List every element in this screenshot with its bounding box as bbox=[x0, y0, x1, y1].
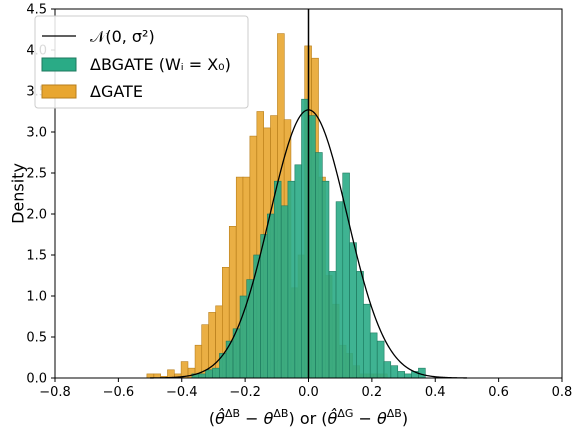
x-tick-label: −0.8 bbox=[39, 385, 71, 400]
x-tick-label: −0.6 bbox=[103, 385, 135, 400]
x-tick-label: −0.2 bbox=[229, 385, 261, 400]
y-tick-label: 3.0 bbox=[26, 126, 47, 141]
dbgate-bar bbox=[335, 201, 344, 379]
x-axis-title: (θ̂ΔB − θΔB) or (θ̂ΔG − θΔB) bbox=[209, 407, 408, 428]
dbgate-bar bbox=[315, 152, 323, 379]
dbgate-bar bbox=[253, 254, 261, 379]
legend-dbgate-swatch bbox=[41, 57, 77, 72]
dbgate-bar bbox=[356, 271, 364, 379]
dbgate-bar bbox=[294, 164, 303, 379]
dbgate-bar bbox=[205, 369, 213, 379]
dbgate-bar bbox=[390, 365, 399, 379]
dbgate-bar bbox=[321, 180, 330, 379]
dbgate-bar bbox=[260, 234, 268, 379]
y-tick-label: 0.0 bbox=[26, 372, 47, 387]
dbgate-bar bbox=[239, 295, 248, 379]
legend-box bbox=[34, 15, 249, 109]
x-tick-label: −0.4 bbox=[166, 385, 198, 400]
legend-dbgate-label: ΔBGATE (Wᵢ = X₀) bbox=[90, 55, 231, 74]
dbgate-bar bbox=[308, 115, 316, 379]
x-tick-label: 0.6 bbox=[488, 385, 509, 400]
x-axis-ticks: −0.8 −0.6 −0.4 −0.2 0.0 0.2 0.4 0.6 0.8 bbox=[39, 378, 572, 400]
dbgate-bar bbox=[397, 371, 405, 379]
x-tick-label: 0.4 bbox=[425, 385, 446, 400]
dbgate-bar bbox=[383, 361, 392, 379]
x-tick-label: 0.2 bbox=[362, 385, 383, 400]
y-tick-label: 4.5 bbox=[26, 3, 47, 18]
y-tick-label: 0.5 bbox=[26, 331, 47, 346]
dbgate-bar bbox=[212, 367, 220, 379]
dbgate-bar bbox=[404, 373, 412, 379]
y-tick-label: 1.5 bbox=[26, 249, 47, 264]
dbgate-bar bbox=[328, 271, 337, 379]
legend-dgate-label: ΔGATE bbox=[90, 82, 143, 101]
x-tick-label: 0.0 bbox=[298, 385, 319, 400]
y-tick-label: 1.0 bbox=[26, 290, 47, 305]
legend-normal-label: 𝒩(0, σ²) bbox=[90, 27, 155, 46]
legend: 𝒩(0, σ²) ΔBGATE (Wᵢ = X₀) ΔGATE bbox=[34, 15, 249, 109]
dbgate-bar bbox=[301, 98, 309, 379]
dbgate-bar bbox=[267, 213, 275, 379]
y-tick-label: 2.5 bbox=[26, 167, 47, 182]
dbgate-bar bbox=[369, 332, 378, 379]
y-axis-title: Density bbox=[9, 163, 28, 224]
dbgate-bar bbox=[280, 205, 289, 379]
dbgate-bar bbox=[376, 340, 385, 379]
dbgate-bar bbox=[363, 303, 371, 379]
dbgate-bar bbox=[273, 180, 282, 379]
dbgate-bar bbox=[349, 242, 357, 379]
dbgate-bar bbox=[225, 340, 234, 379]
y-tick-label: 2.0 bbox=[26, 208, 47, 223]
x-tick-label: 0.8 bbox=[552, 385, 573, 400]
dbgate-bar bbox=[198, 373, 207, 379]
dbgate-histogram bbox=[191, 98, 426, 379]
dbgate-bar bbox=[287, 180, 296, 379]
legend-dgate-swatch bbox=[41, 84, 77, 99]
